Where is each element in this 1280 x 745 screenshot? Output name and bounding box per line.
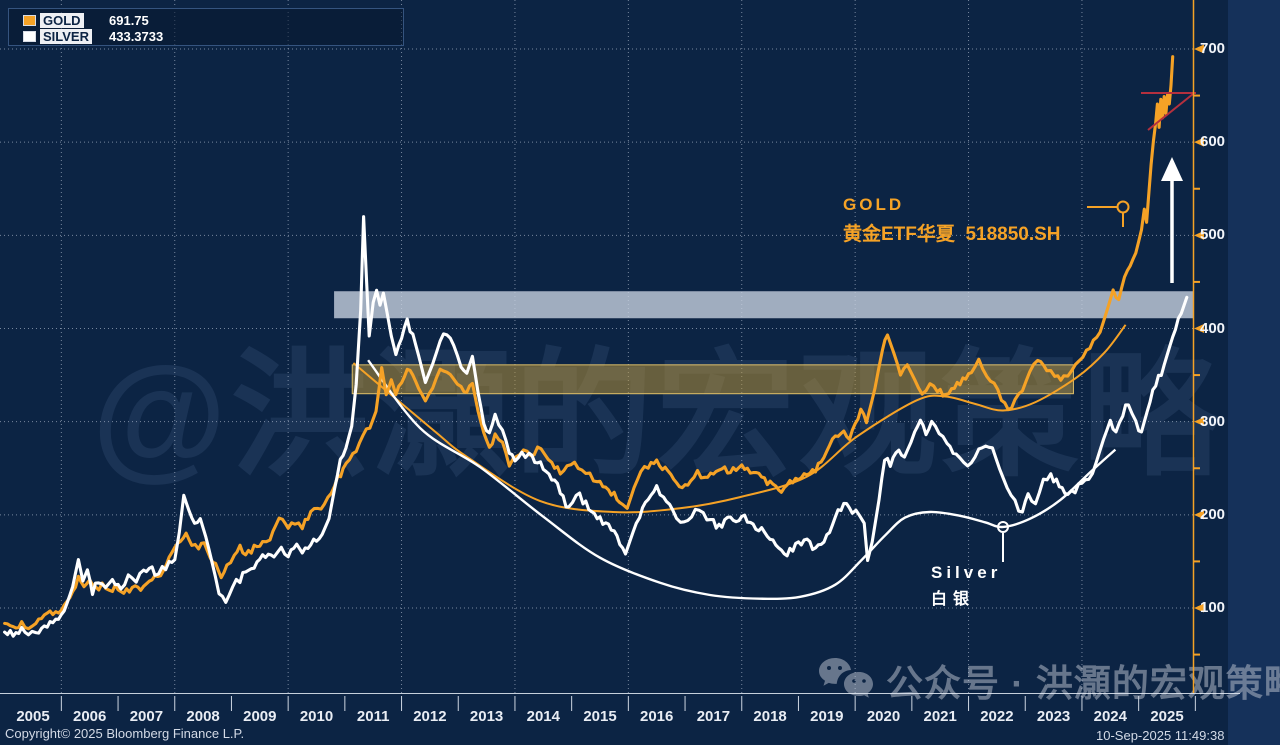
gold-annotation-title: GOLD	[843, 195, 905, 214]
up-arrow-icon	[1161, 157, 1183, 181]
gold-cup-and-handle	[352, 324, 1127, 514]
x-axis-label-2006: 2006	[73, 708, 107, 725]
legend-row-silver: SILVER 433.3733	[9, 29, 403, 45]
x-axis-label-2019: 2019	[810, 708, 844, 725]
x-axis-label-2014: 2014	[526, 708, 560, 725]
silver-leader-circle	[997, 521, 1009, 533]
series-line-gold	[3, 55, 1175, 631]
x-axis-label-2011: 2011	[356, 708, 390, 725]
y-axis-label-100: 100	[1200, 599, 1226, 616]
red-pattern-line-1	[1147, 93, 1194, 131]
x-axis-label-2018: 2018	[753, 708, 787, 725]
silver-cup-and-handle	[367, 359, 1117, 601]
x-axis-label-2012: 2012	[413, 708, 447, 725]
x-axis-label-2005: 2005	[16, 708, 50, 725]
x-axis-label-2008: 2008	[186, 708, 220, 725]
x-axis-label-2024: 2024	[1093, 708, 1127, 725]
y-axis-label-700: 700	[1200, 40, 1226, 57]
x-axis-label-2016: 2016	[640, 708, 674, 725]
silver-annotation: Silver 白银	[931, 563, 1001, 609]
x-axis-label-2015: 2015	[583, 708, 617, 725]
y-tick-arrow-500	[1194, 230, 1204, 240]
silver-series-label[interactable]: SILVER	[40, 29, 92, 44]
gold-annotation: GOLD 黄金ETF华夏 518850.SH	[843, 195, 1061, 246]
wechat-banner: 公众号 · 洪灝的宏观策略	[818, 654, 1280, 706]
x-axis-label-2020: 2020	[866, 708, 901, 725]
gold-last-value: 691.75	[109, 13, 149, 28]
timestamp-text: 10-Sep-2025 11:49:38	[1096, 728, 1225, 743]
silver-resistance-band	[334, 291, 1193, 319]
y-tick-arrow-400	[1194, 324, 1204, 333]
silver-color-swatch	[23, 31, 36, 42]
x-axis-label-2022: 2022	[980, 708, 1014, 725]
y-axis-label-500: 500	[1200, 226, 1226, 244]
x-axis-label-2017: 2017	[696, 708, 731, 725]
gold-color-swatch	[23, 15, 36, 26]
x-axis-label-2023: 2023	[1036, 708, 1071, 725]
legend-row-gold: GOLD 691.75	[9, 13, 403, 29]
y-tick-arrow-200	[1194, 510, 1204, 520]
gold-leader-circle	[1116, 200, 1130, 214]
chart-legend: GOLD 691.75 SILVER 433.3733	[8, 8, 404, 46]
y-axis-label-400: 400	[1200, 319, 1226, 337]
x-axis-label-2025: 2025	[1150, 708, 1184, 725]
gold-annotation-subtitle: 黄金ETF华夏 518850.SH	[843, 224, 1061, 245]
wechat-account-label: 公众号 · 洪灝的宏观策略	[886, 663, 1280, 704]
x-axis-label-2013: 2013	[469, 708, 504, 725]
y-tick-arrow-300	[1194, 417, 1204, 427]
silver-annotation-title: Silver	[931, 563, 1002, 582]
silver-last-value: 433.3733	[109, 29, 164, 44]
series-line-silver	[3, 215, 1189, 638]
gold-series-label[interactable]: GOLD	[40, 13, 84, 28]
y-tick-arrow-700	[1194, 44, 1204, 54]
copyright-text: Copyright© 2025 Bloomberg Finance L.P.	[5, 726, 245, 741]
right-margin-strip	[1228, 0, 1280, 745]
y-axis-label-600: 600	[1200, 133, 1226, 151]
x-axis-label-2021: 2021	[923, 708, 957, 725]
y-tick-arrow-600	[1194, 137, 1204, 147]
silver-annotation-subtitle: 白银	[931, 591, 976, 608]
y-tick-arrow-100	[1194, 603, 1204, 613]
y-axis-label-200: 200	[1200, 505, 1226, 523]
x-axis-label-2010: 2010	[299, 708, 334, 725]
y-axis-label-300: 300	[1200, 412, 1226, 430]
wechat-icon	[818, 656, 876, 704]
x-axis-label-2009: 2009	[243, 708, 277, 725]
x-axis-label-2007: 2007	[129, 708, 164, 725]
